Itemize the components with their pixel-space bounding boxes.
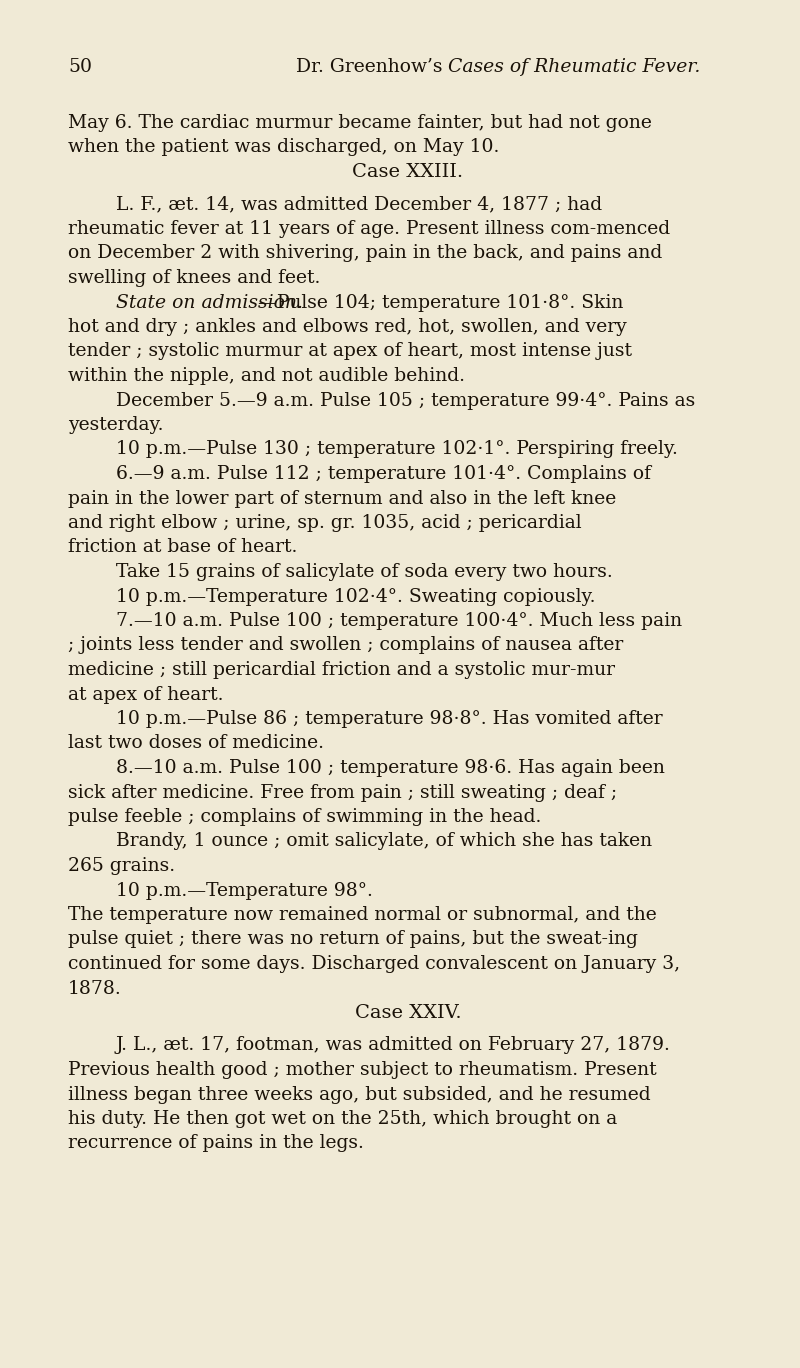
Text: Case XXIV.: Case XXIV. — [354, 1004, 462, 1022]
Text: at apex of heart.: at apex of heart. — [68, 685, 223, 703]
Text: friction at base of heart.: friction at base of heart. — [68, 539, 298, 557]
Text: pulse feeble ; complains of swimming in the head.: pulse feeble ; complains of swimming in … — [68, 808, 542, 826]
Text: May 6. The cardiac murmur became fainter, but had not gone: May 6. The cardiac murmur became fainter… — [68, 114, 652, 131]
Text: 265 grains.: 265 grains. — [68, 856, 175, 876]
Text: sick after medicine. Free from pain ; still sweating ; deaf ;: sick after medicine. Free from pain ; st… — [68, 784, 617, 802]
Text: —Pulse 104; temperature 101·8°. Skin: —Pulse 104; temperature 101·8°. Skin — [258, 294, 624, 312]
Text: Dr. Greenhow’s: Dr. Greenhow’s — [295, 57, 448, 77]
Text: and right elbow ; urine, sp. gr. 1035, acid ; pericardial: and right elbow ; urine, sp. gr. 1035, a… — [68, 514, 582, 532]
Text: when the patient was discharged, on May 10.: when the patient was discharged, on May … — [68, 138, 499, 156]
Text: swelling of knees and feet.: swelling of knees and feet. — [68, 269, 320, 287]
Text: December 5.—9 a.m. Pulse 105 ; temperature 99·4°. Pains as: December 5.—9 a.m. Pulse 105 ; temperatu… — [116, 391, 695, 409]
Text: medicine ; still pericardial friction and a systolic mur-mur: medicine ; still pericardial friction an… — [68, 661, 615, 679]
Text: last two doses of medicine.: last two doses of medicine. — [68, 735, 324, 752]
Text: Case XXIII.: Case XXIII. — [353, 163, 463, 181]
Text: State on admission.: State on admission. — [116, 294, 303, 312]
Text: The temperature now remained normal or subnormal, and the: The temperature now remained normal or s… — [68, 906, 657, 923]
Text: continued for some days. Discharged convalescent on January 3,: continued for some days. Discharged conv… — [68, 955, 680, 973]
Text: 7.—10 a.m. Pulse 100 ; temperature 100·4°. Much less pain: 7.—10 a.m. Pulse 100 ; temperature 100·4… — [116, 611, 682, 631]
Text: yesterday.: yesterday. — [68, 416, 163, 434]
Text: 10 p.m.—Pulse 86 ; temperature 98·8°. Has vomited after: 10 p.m.—Pulse 86 ; temperature 98·8°. Ha… — [116, 710, 662, 728]
Text: 10 p.m.—Temperature 98°.: 10 p.m.—Temperature 98°. — [116, 881, 373, 900]
Text: pulse quiet ; there was no return of pains, but the sweat-ing: pulse quiet ; there was no return of pai… — [68, 930, 638, 948]
Text: Take 15 grains of salicylate of soda every two hours.: Take 15 grains of salicylate of soda eve… — [116, 564, 613, 581]
Text: 50: 50 — [68, 57, 92, 77]
Text: 8.—10 a.m. Pulse 100 ; temperature 98·6. Has again been: 8.—10 a.m. Pulse 100 ; temperature 98·6.… — [116, 759, 665, 777]
Text: pain in the lower part of sternum and also in the left knee: pain in the lower part of sternum and al… — [68, 490, 616, 508]
Text: J. L., æt. 17, footman, was admitted on February 27, 1879.: J. L., æt. 17, footman, was admitted on … — [116, 1037, 671, 1055]
Text: Cases of Rheumatic Fever.: Cases of Rheumatic Fever. — [448, 57, 700, 77]
Text: on December 2 with shivering, pain in the back, and pains and: on December 2 with shivering, pain in th… — [68, 245, 662, 263]
Text: ; joints less tender and swollen ; complains of nausea after: ; joints less tender and swollen ; compl… — [68, 636, 623, 654]
Text: rheumatic fever at 11 years of age. Present illness com-menced: rheumatic fever at 11 years of age. Pres… — [68, 220, 670, 238]
Text: 6.—9 a.m. Pulse 112 ; temperature 101·4°. Complains of: 6.—9 a.m. Pulse 112 ; temperature 101·4°… — [116, 465, 651, 483]
Text: L. F., æt. 14, was admitted December 4, 1877 ; had: L. F., æt. 14, was admitted December 4, … — [116, 196, 602, 213]
Text: recurrence of pains in the legs.: recurrence of pains in the legs. — [68, 1134, 364, 1152]
Text: tender ; systolic murmur at apex of heart, most intense just: tender ; systolic murmur at apex of hear… — [68, 342, 632, 361]
Text: illness began three weeks ago, but subsided, and he resumed: illness began three weeks ago, but subsi… — [68, 1085, 650, 1104]
Text: 10 p.m.—Pulse 130 ; temperature 102·1°. Perspiring freely.: 10 p.m.—Pulse 130 ; temperature 102·1°. … — [116, 440, 678, 458]
Text: 10 p.m.—Temperature 102·4°. Sweating copiously.: 10 p.m.—Temperature 102·4°. Sweating cop… — [116, 587, 595, 606]
Text: Previous health good ; mother subject to rheumatism. Present: Previous health good ; mother subject to… — [68, 1062, 657, 1079]
Text: Brandy, 1 ounce ; omit salicylate, of which she has taken: Brandy, 1 ounce ; omit salicylate, of wh… — [116, 833, 652, 851]
Text: his duty. He then got wet on the 25th, which brought on a: his duty. He then got wet on the 25th, w… — [68, 1109, 618, 1129]
Text: within the nipple, and not audible behind.: within the nipple, and not audible behin… — [68, 367, 465, 384]
Text: 1878.: 1878. — [68, 979, 122, 997]
Text: hot and dry ; ankles and elbows red, hot, swollen, and very: hot and dry ; ankles and elbows red, hot… — [68, 317, 626, 337]
